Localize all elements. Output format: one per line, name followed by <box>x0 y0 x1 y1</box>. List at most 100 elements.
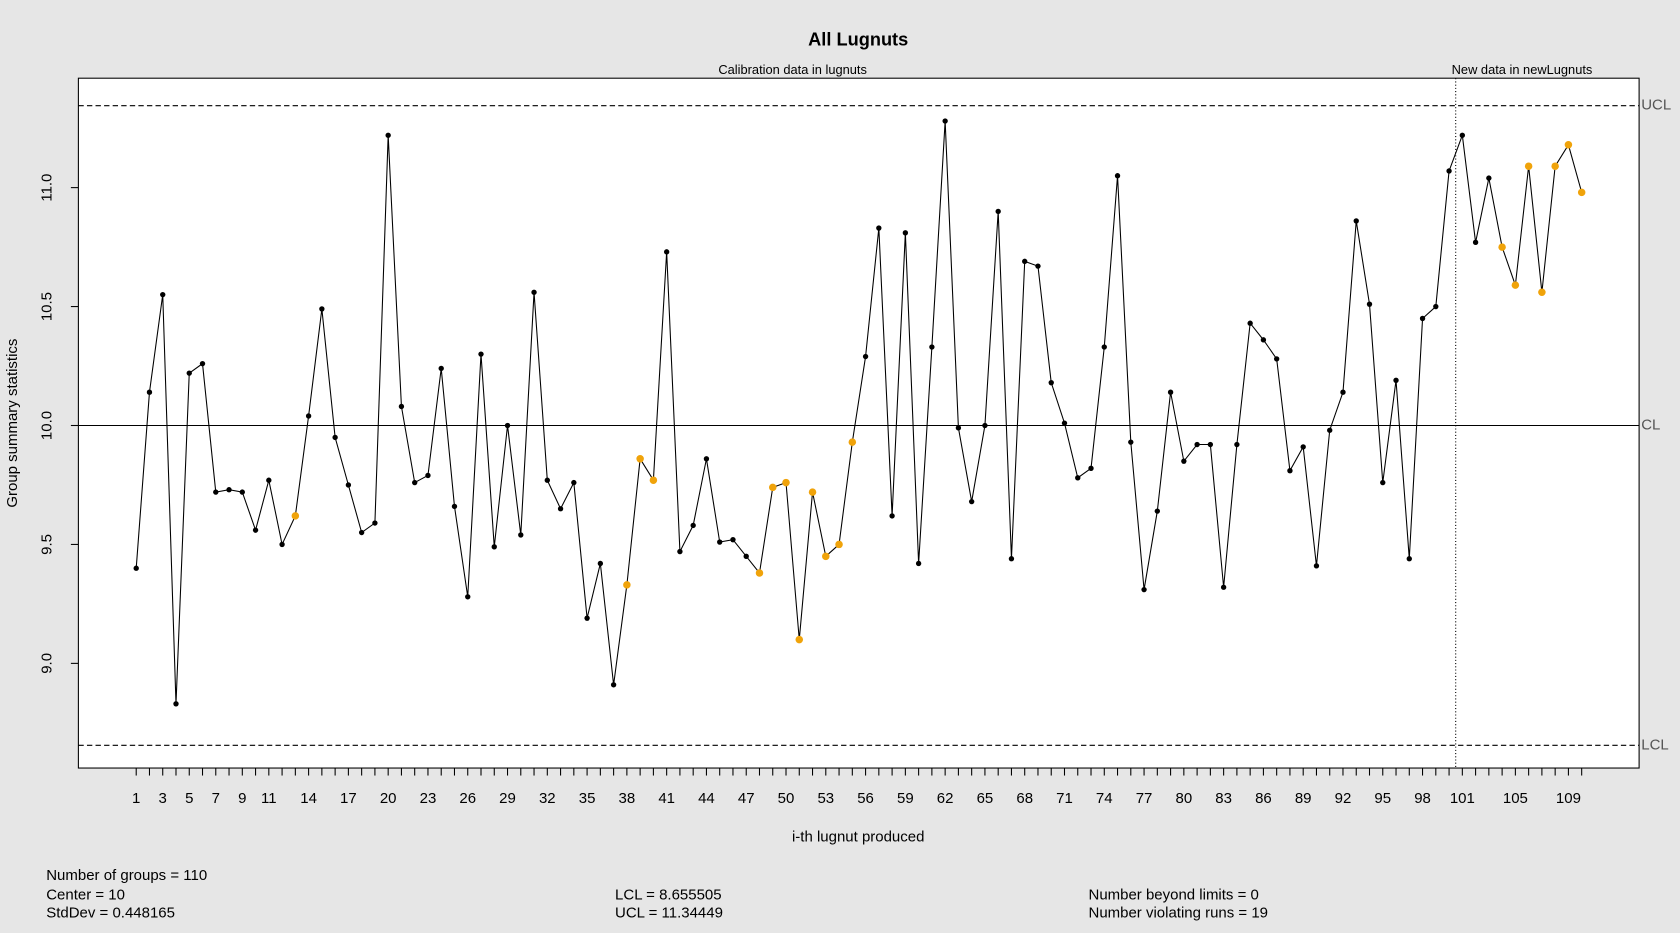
stat-value: 0.448165 <box>112 905 175 922</box>
stat: Number of groups = 110 <box>46 867 207 884</box>
x-tick-label: 105 <box>1503 790 1528 807</box>
data-point <box>889 513 895 519</box>
data-point <box>597 560 604 567</box>
data-point <box>1022 258 1028 265</box>
stat-value: 8.655505 <box>659 886 722 903</box>
data-point <box>1260 337 1267 343</box>
violating-point <box>808 488 817 496</box>
stat-label: UCL = <box>615 905 658 922</box>
data-point <box>332 434 338 441</box>
violating-point <box>768 483 777 492</box>
x-tick-label: 41 <box>658 790 675 807</box>
data-point <box>239 489 245 495</box>
data-point <box>1035 263 1041 269</box>
data-point <box>266 477 272 483</box>
data-point <box>213 489 219 495</box>
stat-value: 0 <box>1251 886 1259 903</box>
data-point <box>1419 315 1426 322</box>
data-point <box>876 225 882 231</box>
data-point <box>1459 132 1466 138</box>
x-tick-label: 98 <box>1414 790 1431 807</box>
calibration-label: Calibration data in lugnuts <box>718 62 867 77</box>
x-tick-label: 1 <box>132 790 140 807</box>
violating-point <box>1538 288 1546 297</box>
stat-value: 19 <box>1251 905 1268 922</box>
data-point <box>186 370 192 376</box>
data-point <box>730 536 736 543</box>
data-point <box>438 365 444 372</box>
x-tick-label: 47 <box>738 790 755 807</box>
data-point <box>412 479 418 486</box>
data-point <box>1300 444 1306 450</box>
x-tick-label: 53 <box>817 790 834 807</box>
x-tick-label: 101 <box>1450 790 1475 807</box>
data-point <box>531 289 537 295</box>
stat-value: 110 <box>183 867 207 884</box>
x-tick-label: 44 <box>698 790 715 807</box>
data-point <box>1366 301 1373 307</box>
data-point <box>968 498 975 505</box>
data-point <box>226 487 232 493</box>
x-tick-label: 68 <box>1016 790 1033 807</box>
data-point <box>610 682 617 688</box>
violating-point <box>649 476 658 484</box>
x-tick-label: 59 <box>897 790 914 807</box>
data-point <box>1048 380 1054 386</box>
data-point <box>1433 303 1439 310</box>
x-tick-label: 35 <box>579 790 596 807</box>
stat-label: LCL = <box>615 886 655 903</box>
data-point <box>279 541 285 548</box>
x-tick-label: 17 <box>340 790 357 807</box>
violating-point <box>1564 141 1573 149</box>
stat: StdDev = 0.448165 <box>46 905 175 922</box>
y-tick-label: 10.5 <box>38 292 55 321</box>
data-point <box>372 520 378 526</box>
x-tick-label: 5 <box>185 790 193 807</box>
x-tick-label: 9 <box>238 790 246 807</box>
data-point <box>1234 441 1240 448</box>
data-point <box>1207 441 1214 448</box>
data-point <box>1393 377 1399 383</box>
data-point <box>1088 465 1094 471</box>
x-tick-label: 71 <box>1056 790 1073 807</box>
stat: LCL = 8.655505 <box>615 886 722 903</box>
data-point <box>199 360 206 367</box>
x-tick-label: 83 <box>1215 790 1232 807</box>
violating-point <box>623 581 631 589</box>
data-point <box>995 208 1001 215</box>
data-point <box>1472 239 1479 246</box>
stat-label: Number violating runs = <box>1089 905 1248 922</box>
violating-point <box>848 438 857 446</box>
x-tick-label: 11 <box>261 790 277 807</box>
stat-label: Center = <box>46 886 104 903</box>
data-point <box>1141 586 1147 593</box>
violating-point <box>1498 243 1506 251</box>
data-point <box>1273 356 1280 362</box>
data-point <box>1194 441 1200 448</box>
x-tick-label: 32 <box>539 790 556 807</box>
data-point <box>133 565 139 571</box>
x-tick-label: 26 <box>459 790 476 807</box>
data-point <box>1114 173 1121 179</box>
stat-label: Number beyond limits = <box>1089 886 1247 903</box>
lcl-label: LCL <box>1641 736 1669 753</box>
data-point <box>544 477 550 483</box>
data-point <box>703 456 710 462</box>
violating-point <box>822 552 830 561</box>
data-point <box>1167 389 1174 395</box>
data-point <box>677 548 683 555</box>
violating-point <box>755 569 764 577</box>
data-point <box>982 422 988 429</box>
stat-label: Number of groups = <box>46 867 179 884</box>
data-point <box>345 482 352 488</box>
data-point <box>160 291 166 298</box>
data-point <box>663 249 670 255</box>
violating-point <box>795 635 804 644</box>
ucl-label: UCL <box>1641 97 1671 114</box>
x-tick-label: 80 <box>1176 790 1193 807</box>
data-point <box>1154 508 1160 514</box>
x-tick-label: 56 <box>857 790 874 807</box>
data-point <box>942 118 948 124</box>
violating-point <box>782 478 790 487</box>
